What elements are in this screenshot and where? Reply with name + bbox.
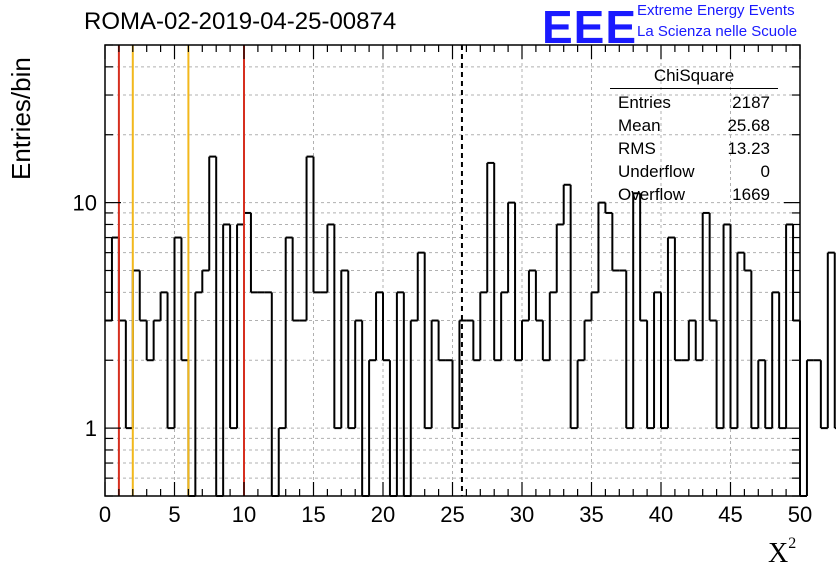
chart-title: ROMA-02-2019-04-25-00874 [84, 8, 397, 35]
tick-labels: 0 5 10 15 20 25 30 35 40 45 50 1 10 [73, 191, 813, 527]
stats-box: ChiSquare Entries 2187 Mean 25.68 RMS 13.23… [610, 66, 778, 206]
logo-line-2: La Scienza nelle Scuole [637, 23, 798, 40]
stats-value: 25.68 [727, 116, 770, 135]
x-tick-label: 50 [788, 502, 812, 527]
stats-label: RMS [618, 139, 656, 158]
stats-row-overflow: Overflow 1669 [610, 183, 778, 206]
stats-value: 2187 [732, 93, 770, 112]
x-tick-label: 30 [510, 502, 534, 527]
histogram-bars [105, 155, 836, 497]
eee-logo: EEE [542, 1, 638, 53]
y-tick-label: 1 [85, 416, 97, 441]
stats-label: Underflow [618, 162, 695, 181]
x-tick-label: 20 [371, 502, 395, 527]
logo-line-1: Extreme Energy Events [637, 2, 795, 19]
stats-header: ChiSquare [610, 66, 778, 89]
stats-value: 1669 [732, 185, 770, 204]
stats-label: Mean [618, 116, 661, 135]
x-tick-label: 45 [718, 502, 742, 527]
stats-value: 0 [760, 162, 770, 181]
stats-row-mean: Mean 25.68 [610, 114, 778, 137]
stats-value: 13.23 [727, 139, 770, 158]
x-tick-label: 5 [168, 502, 180, 527]
stats-label: Entries [618, 93, 671, 112]
x-axis-label-main: X [768, 538, 789, 569]
x-tick-label: 35 [579, 502, 603, 527]
x-tick-label: 10 [232, 502, 256, 527]
stats-row-entries: Entries 2187 [610, 91, 778, 114]
x-tick-label: 0 [99, 502, 111, 527]
x-tick-label: 25 [440, 502, 464, 527]
axis-ticks [104, 44, 801, 497]
x-axis-label: X2 [768, 534, 797, 570]
reference-lines [117, 45, 463, 496]
y-tick-label: 10 [73, 191, 97, 216]
y-axis-label: Entries/bin [6, 57, 36, 180]
x-tick-label: 15 [301, 502, 325, 527]
stats-label: Overflow [618, 185, 686, 204]
x-tick-label: 40 [649, 502, 673, 527]
stats-row-underflow: Underflow 0 [610, 160, 778, 183]
stats-row-rms: RMS 13.23 [610, 137, 778, 160]
x-axis-label-sup: 2 [788, 534, 797, 552]
